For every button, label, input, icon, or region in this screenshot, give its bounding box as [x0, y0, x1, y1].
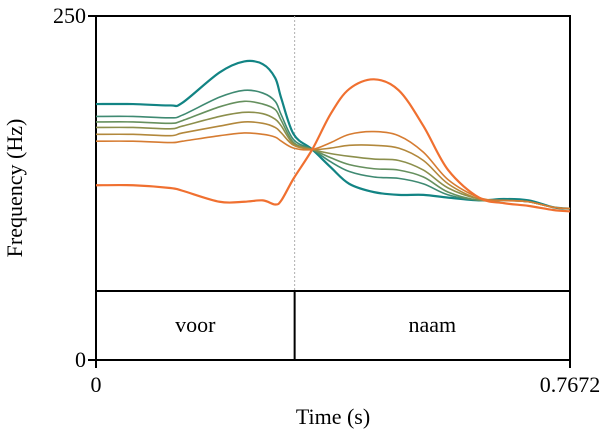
x-axis-label: Time (s) — [296, 404, 370, 429]
series-line-4 — [95, 111, 571, 210]
series-line-7 — [95, 78, 571, 213]
y-tick-label-250: 250 — [53, 3, 86, 28]
series-line-1 — [95, 59, 571, 210]
series-line-5 — [95, 121, 571, 210]
series-group — [95, 59, 571, 213]
plot-frame — [95, 15, 571, 361]
segment-label-voor: voor — [175, 312, 216, 337]
y-axis-label: Frequency (Hz) — [2, 119, 27, 258]
series-line-6 — [95, 130, 571, 210]
segment-label-naam: naam — [408, 312, 456, 337]
x-tick-label-0: 0 — [91, 372, 102, 397]
y-tick-label-0: 0 — [75, 347, 86, 372]
x-tick-label-end: 0.7672 — [540, 372, 601, 397]
series-line-2 — [95, 89, 571, 210]
